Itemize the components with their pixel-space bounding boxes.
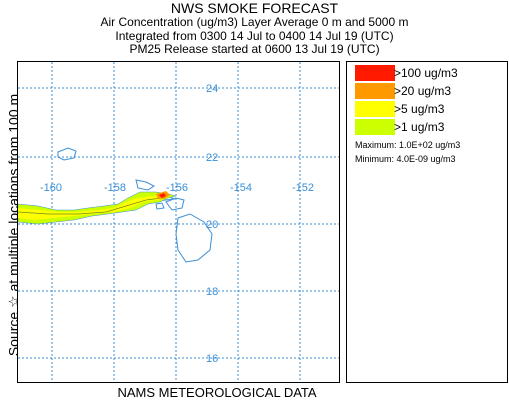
legend-item-1: >1 ug/m3: [355, 118, 444, 136]
latitude-label: 18: [206, 286, 218, 298]
longitude-label: -152: [292, 182, 314, 194]
longitude-label: -156: [166, 182, 188, 194]
oahu-coast: [135, 179, 155, 191]
legend-label-100: >100 ug/m3: [394, 66, 458, 80]
legend-item-5: >5 ug/m3: [355, 100, 444, 118]
latitude-labels: 24 22 20 18 16: [206, 83, 218, 365]
legend-swatch-100: [355, 65, 395, 81]
latitude-label: 24: [206, 83, 218, 95]
graticule: [18, 62, 339, 382]
legend-panel: >100 ug/m3 >20 ug/m3 >5 ug/m3 >1 ug/m3 M…: [346, 61, 508, 383]
legend-item-100: >100 ug/m3: [355, 64, 458, 82]
legend-swatch-1: [355, 119, 395, 135]
legend-swatch-20: [355, 83, 395, 99]
latitude-label: 22: [206, 152, 218, 164]
integration-period: Integrated from 0300 14 Jul to 0400 14 J…: [115, 29, 394, 43]
legend-label-20: >20 ug/m3: [394, 84, 452, 98]
release-info: PM25 Release started at 0600 13 Jul 19 (…: [129, 42, 380, 56]
map-title: NWS SMOKE FORECAST: [170, 0, 339, 16]
lanai-coast: [155, 202, 165, 210]
data-source-footer: NAMS METEOROLOGICAL DATA: [117, 385, 317, 400]
map-canvas: 24 22 20 18 16 -160 -158 -156 -154 -152: [18, 62, 339, 382]
smoke-plume: [18, 191, 177, 225]
longitude-label: -158: [104, 182, 126, 194]
plume-inner-contour: [18, 197, 163, 215]
kauai-coast: [57, 147, 77, 161]
longitude-label: -160: [40, 182, 62, 194]
legend-label-1: >1 ug/m3: [394, 120, 445, 134]
latitude-label: 16: [206, 353, 218, 365]
legend-swatch-5: [355, 101, 395, 117]
maximum-value: Maximum: 1.0E+02 ug/m3: [355, 140, 461, 150]
maui-coast: [165, 197, 185, 211]
map-panel: 24 22 20 18 16 -160 -158 -156 -154 -152: [17, 61, 340, 383]
plume-100ug: [159, 193, 166, 198]
longitude-labels: -160 -158 -156 -154 -152: [40, 182, 314, 194]
legend-label-5: >5 ug/m3: [394, 102, 445, 116]
latitude-label: 20: [206, 219, 218, 231]
longitude-label: -154: [230, 182, 252, 194]
concentration-subtitle: Air Concentration (ug/m3) Layer Average …: [100, 15, 409, 29]
hawaii-big-island-coast: [175, 213, 213, 263]
minimum-value: Minimum: 4.0E-09 ug/m3: [355, 154, 456, 164]
legend-item-20: >20 ug/m3: [355, 82, 451, 100]
